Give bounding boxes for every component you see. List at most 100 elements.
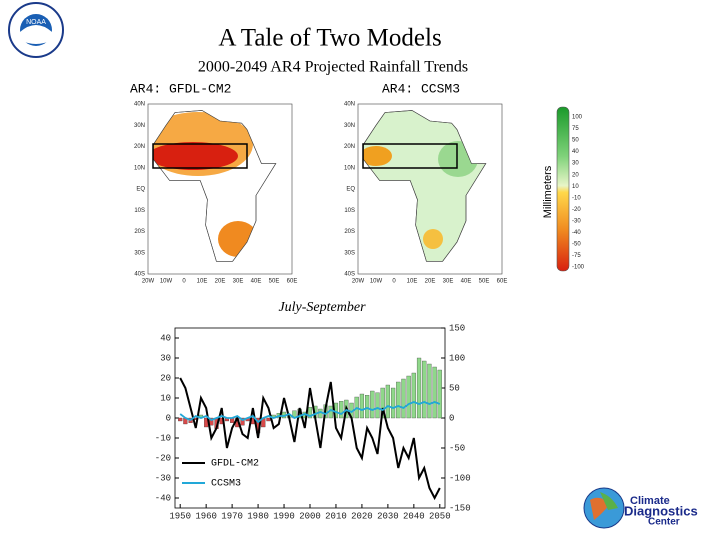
colorbar-label: -10 [572,195,581,201]
x-tick-label: 2050 [429,511,451,521]
lon-label: 60E [497,279,508,285]
colorbar-label: 50 [572,138,579,144]
lat-label: 40N [134,102,145,108]
y-tick-label: 40 [160,333,171,343]
logo-text: Climate [630,495,670,507]
colorbar-label: 30 [572,161,579,167]
y-tick-label: -20 [155,453,171,463]
x-tick-label: 2020 [351,511,373,521]
lon-label: 10W [370,279,383,285]
y-tick-label: 0 [166,413,171,423]
lon-label: 20W [352,279,365,285]
colorbar-label: -30 [572,218,581,224]
shade [363,146,392,166]
x-tick-label: 1970 [221,511,243,521]
colorbar-title: Millimeters [542,165,554,218]
y2-tick-label: 100 [449,353,465,363]
lat-label: 10N [134,165,145,171]
map: AR4: GFDL-CM240N30N20N10NEQ10S20S30S40S2… [130,81,297,284]
x-tick-label: 1960 [195,511,217,521]
bar [416,357,422,419]
colorbar-label: 100 [572,115,583,121]
y-tick-label: 20 [160,373,171,383]
colorbar [556,106,570,272]
lat-label: EQ [346,187,355,193]
lat-label: 20S [344,229,355,235]
bar [359,393,365,419]
cdc-logo: Climate Diagnostics Center [583,487,698,529]
bar [432,366,437,419]
lon-label: 40E [461,279,472,285]
x-tick-label: 2010 [325,511,347,521]
bar [240,417,245,426]
bar [365,395,370,419]
x-tick-label: 1980 [247,511,269,521]
season-label: July-September [278,300,366,315]
lat-label: 10S [134,208,145,214]
colorbar-label: 75 [572,126,579,132]
colorbar-label: -20 [572,207,581,213]
map-title: AR4: GFDL-CM2 [130,81,231,96]
colorbar-label: -40 [572,230,581,236]
bar [266,417,271,422]
legend-label: GFDL-CM2 [211,459,259,470]
y2-tick-label: -100 [449,473,471,483]
bar [375,392,380,419]
map-title: AR4: CCSM3 [382,81,460,96]
y-tick-label: -40 [155,493,171,503]
colorbar-label: 10 [572,184,579,190]
lat-label: 40N [344,102,355,108]
y2-tick-label: -150 [449,503,471,513]
x-tick-label: 2000 [299,511,321,521]
time-series-chart: -40-30-20-10010203040-150-100-5005010015… [155,323,471,521]
x-tick-label: 2040 [403,511,425,521]
lon-label: 30E [233,279,244,285]
region-box [152,143,248,169]
lon-label: 20E [425,279,436,285]
lon-label: 0 [182,279,186,285]
y2-tick-label: 50 [449,383,460,393]
y2-tick-label: -50 [449,443,465,453]
colorbar-label: -100 [572,265,585,271]
bar [178,417,183,422]
bar [396,381,401,419]
bar [318,408,323,419]
subtitle: 2000-2049 AR4 Projected Rainfall Trends [198,59,468,76]
bar [339,401,344,419]
lat-label: 30N [344,123,355,129]
region-box [362,143,458,169]
lat-label: 20S [134,229,145,235]
series-line [179,401,441,424]
bar [401,378,406,419]
lat-label: 20N [134,144,145,150]
lat-label: 20N [344,144,355,150]
series-line [179,377,441,501]
lat-label: 40S [134,272,145,278]
lon-label: 60E [287,279,298,285]
lon-label: 10E [407,279,418,285]
lon-label: 0 [392,279,396,285]
lat-label: 30S [344,250,355,256]
bar [390,387,396,419]
maps: AR4: GFDL-CM240N30N20N10NEQ10S20S30S40S2… [130,81,507,284]
lon-label: 30E [443,279,454,285]
colorbar-label: -75 [572,253,581,259]
lon-label: 10W [160,279,173,285]
noaa-logo: NOAA [8,2,64,58]
bar [370,390,375,419]
lon-label: 20E [215,279,226,285]
bar [422,360,427,419]
lon-label: 50E [269,279,280,285]
lat-label: 40S [344,272,355,278]
logo-text: Diagnostics [624,503,698,518]
colorbar-label: 20 [572,172,579,178]
lat-label: EQ [136,187,145,193]
x-tick-label: 2030 [377,511,399,521]
bar [411,372,416,419]
y2-tick-label: 0 [449,413,454,423]
y2-tick-label: 150 [449,323,465,333]
title: A Tale of Two Models [218,25,441,52]
